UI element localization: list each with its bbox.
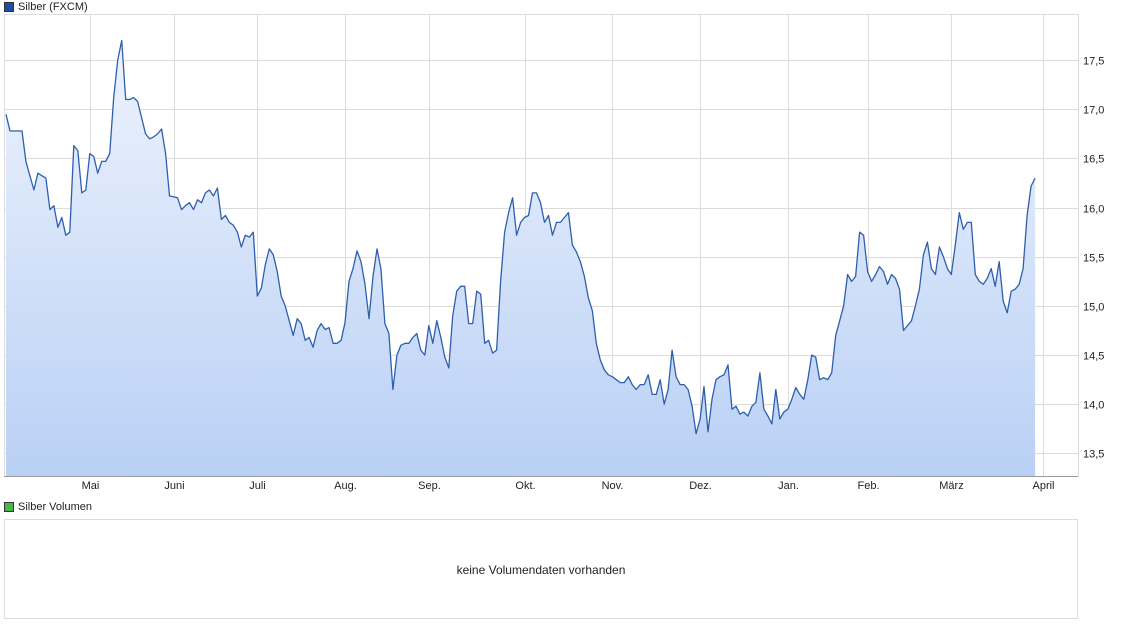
y-tick-label: 14,0 xyxy=(1083,400,1104,412)
y-tick-label: 16,0 xyxy=(1083,204,1104,216)
x-tick-label: Okt. xyxy=(515,480,535,492)
price-area xyxy=(6,40,1036,476)
y-tick-label: 16,5 xyxy=(1083,154,1104,166)
price-line xyxy=(5,39,1036,435)
price-legend-swatch xyxy=(4,2,14,12)
x-tick-label: Mai xyxy=(82,480,100,492)
y-tick-label: 17,5 xyxy=(1083,56,1104,68)
x-tick-label: Juli xyxy=(249,480,266,492)
volume-legend-swatch xyxy=(4,502,14,512)
x-tick-label: Aug. xyxy=(334,480,357,492)
volume-panel: keine Volumendaten vorhanden xyxy=(4,519,1078,619)
y-tick-label: 17,0 xyxy=(1083,105,1104,117)
volume-legend: Silber Volumen xyxy=(4,501,92,513)
y-tick-label: 14,5 xyxy=(1083,351,1104,363)
y-tick-label: 13,5 xyxy=(1083,449,1104,461)
x-tick-label: Jan. xyxy=(778,480,799,492)
y-tick-label: 15,0 xyxy=(1083,302,1104,314)
x-tick-label: April xyxy=(1032,480,1054,492)
volume-empty-message: keine Volumendaten vorhanden xyxy=(456,563,626,577)
x-tick-label: März xyxy=(939,480,963,492)
x-tick-label: Sep. xyxy=(418,480,441,492)
x-tick-label: Juni xyxy=(164,480,184,492)
price-legend: Silber (FXCM) xyxy=(4,1,88,13)
price-legend-label: Silber (FXCM) xyxy=(18,1,88,13)
x-tick-label: Nov. xyxy=(602,480,624,492)
y-tick-label: 15,5 xyxy=(1083,253,1104,265)
volume-legend-label: Silber Volumen xyxy=(18,501,92,513)
price-chart: 13,5 14,0 14,5 15,0 15,5 16,0 16,5 17,0 17,5 Mai J… xyxy=(4,14,1104,492)
x-tick-label: Feb. xyxy=(857,480,879,492)
x-tick-label: Dez. xyxy=(689,480,712,492)
